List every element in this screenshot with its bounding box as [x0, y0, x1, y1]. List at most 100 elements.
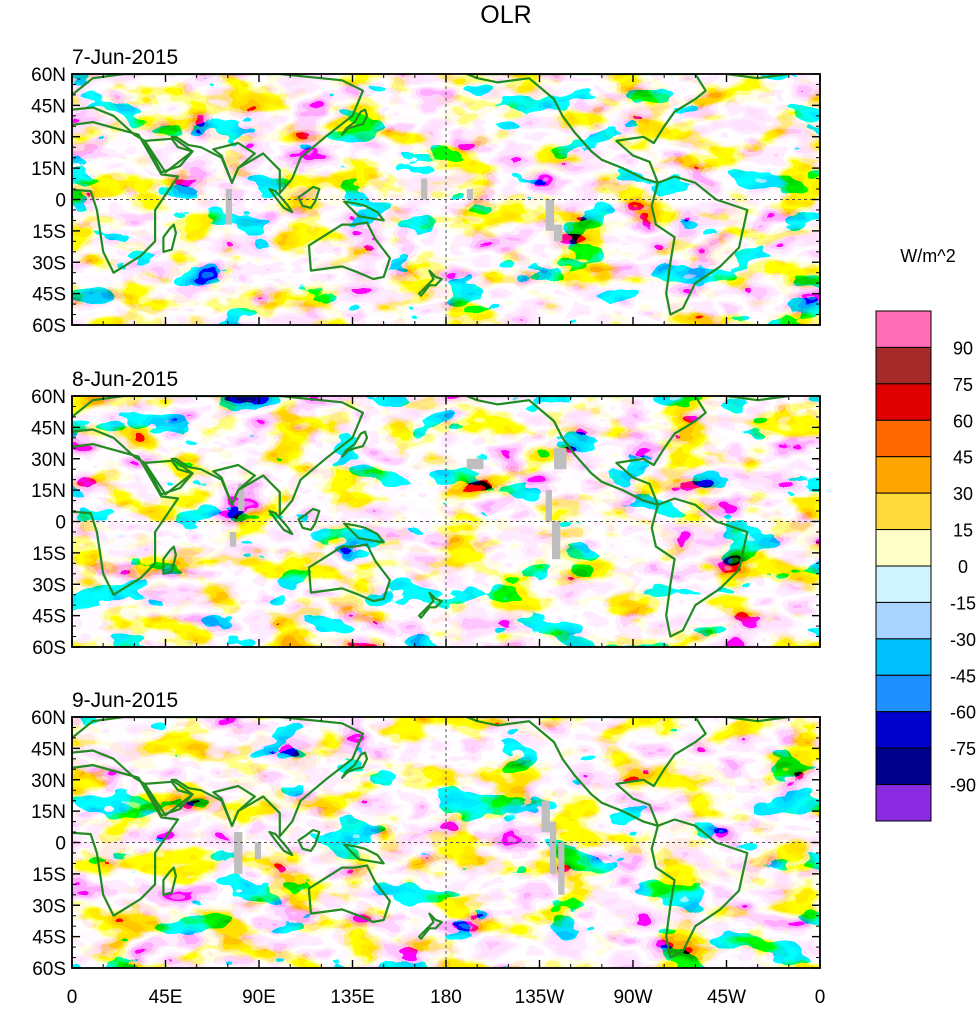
lat-tick-label: 15N: [31, 481, 66, 502]
coastline-arabia: [143, 459, 194, 496]
colorbar-swatch: [875, 456, 932, 494]
colorbar-level-label: 30: [953, 484, 973, 504]
lon-tick-label: 135W: [515, 987, 565, 1008]
missing-data-cell: [554, 448, 567, 470]
lat-tick-label: 45S: [32, 928, 66, 949]
coastline-borneo: [297, 185, 321, 209]
coastline-eurasia: [72, 717, 364, 838]
lat-tick-label: 30N: [31, 450, 66, 471]
lon-tick-label: 180: [430, 987, 462, 1008]
colorbar-level-label: 90: [953, 338, 973, 358]
lat-tick-label: 30S: [32, 575, 66, 596]
coastline-india: [212, 463, 256, 506]
coastline-greenland: [725, 717, 790, 723]
colorbar-level-label: -45: [950, 666, 976, 686]
colorbar-swatch: [875, 492, 932, 531]
missing-data-cell: [225, 189, 232, 225]
coastline-samerica: [650, 818, 749, 959]
coastline-sumatra: [268, 830, 294, 857]
lat-tick-label: 45S: [32, 607, 66, 628]
coastline-borneo: [297, 828, 321, 853]
lat-tick-label: 15N: [31, 159, 66, 180]
coastline-newguinea: [343, 843, 385, 865]
coastline-nz: [417, 591, 443, 619]
colorbar-level-label: 75: [953, 375, 973, 395]
colorbar-level-label: 45: [953, 448, 973, 468]
lat-tick-label: 60N: [31, 65, 66, 86]
lat-tick-label: 30N: [31, 128, 66, 149]
coastline-samerica: [650, 497, 749, 638]
colorbar-level-label: -15: [950, 593, 976, 613]
lat-tick-label: 0: [55, 191, 66, 212]
olr-anomaly-field: [72, 74, 820, 325]
missing-data-cell: [254, 842, 262, 860]
missing-data-cell: [551, 521, 561, 560]
chart-title: OLR: [480, 1, 531, 29]
coastline-madagascar: [162, 866, 177, 896]
coastline-japan: [341, 751, 369, 779]
coastline-nz: [417, 912, 443, 940]
colorbar-swatch: [875, 638, 932, 676]
lon-tick-label: 135E: [330, 987, 374, 1008]
coastline-samerica: [650, 175, 749, 316]
field-pattern: [72, 396, 820, 647]
missing-data-cell: [545, 199, 555, 231]
colorbar-swatch: [875, 784, 932, 822]
coastline-namerica: [465, 74, 707, 184]
missing-data-cell: [466, 458, 484, 470]
lat-tick-label: 60S: [32, 959, 66, 980]
missing-data-cell: [466, 189, 474, 200]
coastline-africa: [72, 120, 180, 274]
coastline-africa: [72, 763, 180, 917]
coastline-japan: [341, 108, 369, 136]
coastline-greenland: [725, 396, 790, 402]
lat-tick-label: 45S: [32, 285, 66, 306]
colorbar-level-label: -60: [950, 703, 976, 723]
olr-anomaly-field: [72, 396, 820, 647]
colorbar-level-label: -90: [950, 776, 976, 796]
coastline-india: [212, 784, 256, 827]
colorbar-swatch: [875, 747, 932, 786]
lat-tick-label: 45N: [31, 418, 66, 439]
field-pattern: [72, 74, 820, 325]
lat-tick-label: 45N: [31, 96, 66, 117]
map-panel: 8-Jun-2015 60N 45N 30N 15N 0 15S 30S 45S 60S: [31, 368, 821, 659]
lat-tick-label: 45N: [31, 739, 66, 760]
missing-data-cell: [545, 490, 552, 522]
lat-tick-label: 60N: [31, 708, 66, 729]
lat-tick-label: 15S: [32, 222, 66, 243]
lat-tick-label: 30N: [31, 771, 66, 792]
coastline-greenland: [725, 74, 790, 80]
lat-tick-label: 0: [55, 513, 66, 534]
colorbar-swatch: [875, 529, 932, 567]
lon-tick-label: 90W: [613, 987, 652, 1008]
colorbar-swatch: [875, 711, 932, 749]
missing-data-cell: [421, 178, 428, 200]
olr-anomaly-field: [72, 717, 820, 968]
map-panel: 9-Jun-2015 60N 45N 30N 15N 0 15S 30S 45S 60S: [31, 689, 821, 980]
lon-tick-label: 45E: [149, 987, 183, 1008]
coastline-australia: [307, 221, 391, 281]
colorbar-swatch: [875, 310, 932, 348]
missing-data-cell: [558, 842, 565, 895]
panel-date-label: 9-Jun-2015: [72, 689, 178, 712]
coastline-namerica: [465, 396, 707, 506]
colorbar-level-label: 60: [953, 411, 973, 431]
colorbar-swatch: [875, 565, 932, 603]
colorbar-swatch: [875, 346, 932, 385]
panel-date-label: 8-Jun-2015: [72, 368, 178, 391]
coastline-sumatra: [268, 187, 294, 214]
coastline-borneo: [297, 507, 321, 532]
lat-tick-label: 15N: [31, 802, 66, 823]
lat-tick-label: 60S: [32, 638, 66, 659]
panel-date-label: 7-Jun-2015: [72, 46, 178, 69]
coastline-eurasia: [72, 396, 364, 517]
lat-tick-label: 0: [55, 834, 66, 855]
colorbar-units: W/m^2: [900, 246, 955, 266]
coastline-sumatra: [268, 509, 294, 536]
lat-tick-label: 30S: [32, 253, 66, 274]
map-panel: 7-Jun-2015 60N 45N 30N 15N 0 15S 30S 45S 60S: [31, 46, 821, 337]
field-pattern: [72, 717, 820, 968]
lat-tick-label: 30S: [32, 896, 66, 917]
coastline-madagascar: [162, 223, 177, 253]
